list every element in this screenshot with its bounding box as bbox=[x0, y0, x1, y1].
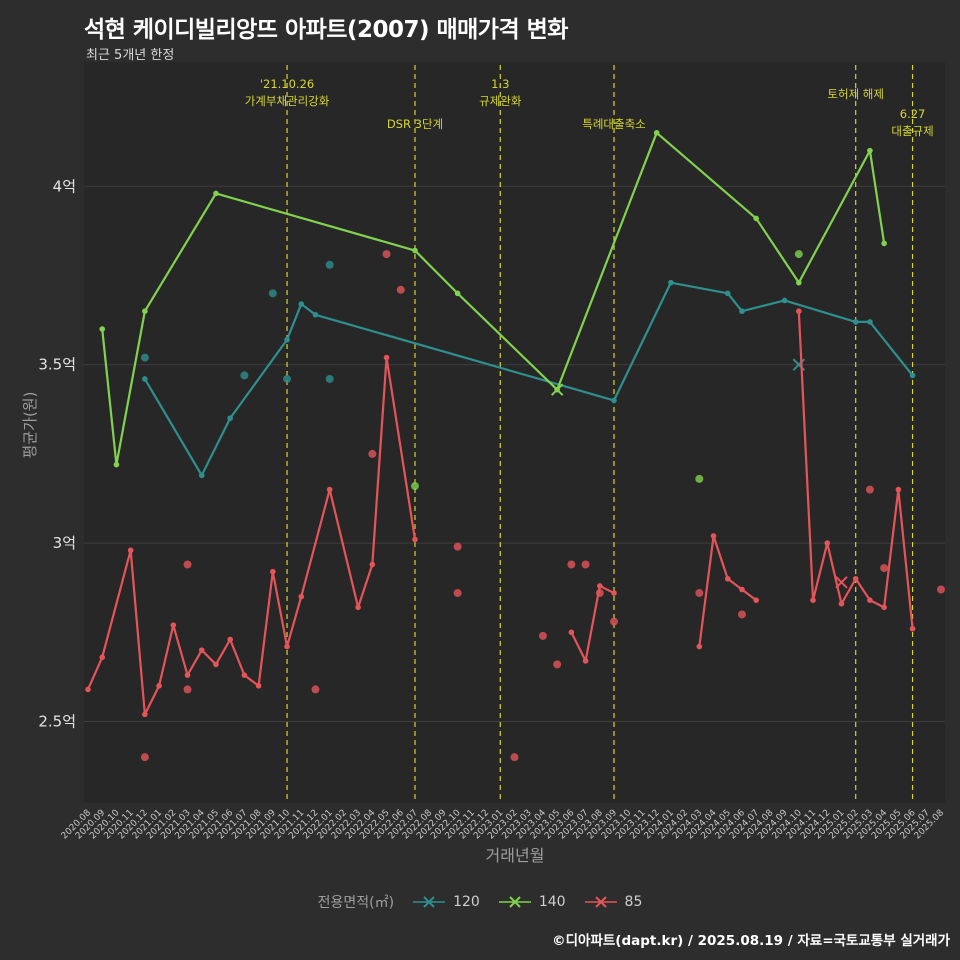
svg-text:3.5억: 3.5억 bbox=[38, 356, 76, 374]
footer-credit: ©디아파트(dapt.kr) / 2025.08.19 / 자료=국토교통부 실… bbox=[552, 933, 950, 949]
svg-text:대출규제: 대출규제 bbox=[891, 124, 933, 138]
svg-text:가계부채관리강화: 가계부채관리강화 bbox=[245, 94, 330, 108]
legend-title: 전용면적(㎡) bbox=[317, 895, 395, 911]
chart-title: 석현 케이디빌리앙뜨 아파트(2007) 매매가격 변화 bbox=[84, 17, 568, 43]
legend-item-140: 140 bbox=[498, 894, 566, 910]
legend-item-120: 120 bbox=[412, 894, 480, 910]
legend-marker-85-icon bbox=[584, 896, 617, 908]
legend-label-140: 140 bbox=[538, 894, 566, 910]
legend-label-85: 85 bbox=[624, 894, 643, 910]
svg-text:'21.10.26: '21.10.26 bbox=[260, 77, 314, 91]
svg-text:토허제 해제: 토허제 해제 bbox=[827, 87, 884, 101]
svg-text:1.3: 1.3 bbox=[491, 77, 509, 91]
legend-marker-120-icon bbox=[413, 896, 446, 908]
svg-text:DSR 3단계: DSR 3단계 bbox=[387, 117, 443, 131]
plot-svg: 2.5억3억3.5억4억2020.082020.092020.102020.11… bbox=[38, 65, 947, 842]
svg-text:2.5억: 2.5억 bbox=[38, 713, 76, 731]
svg-text:규제완화: 규제완화 bbox=[479, 94, 522, 108]
svg-text:3억: 3억 bbox=[53, 534, 76, 552]
legend-item-85: 85 bbox=[584, 894, 643, 910]
svg-text:6.27: 6.27 bbox=[900, 107, 926, 121]
x-axis-title: 거래년월 bbox=[485, 846, 545, 865]
legend: 전용면적(㎡) 120 140 85 bbox=[0, 892, 960, 912]
svg-text:4억: 4억 bbox=[53, 177, 76, 195]
legend-label-120: 120 bbox=[453, 894, 480, 910]
legend-marker-140-icon bbox=[498, 896, 531, 908]
chart-subtitle: 최근 5개년 한정 bbox=[86, 48, 175, 63]
svg-text:특례대출축소: 특례대출축소 bbox=[582, 117, 645, 131]
